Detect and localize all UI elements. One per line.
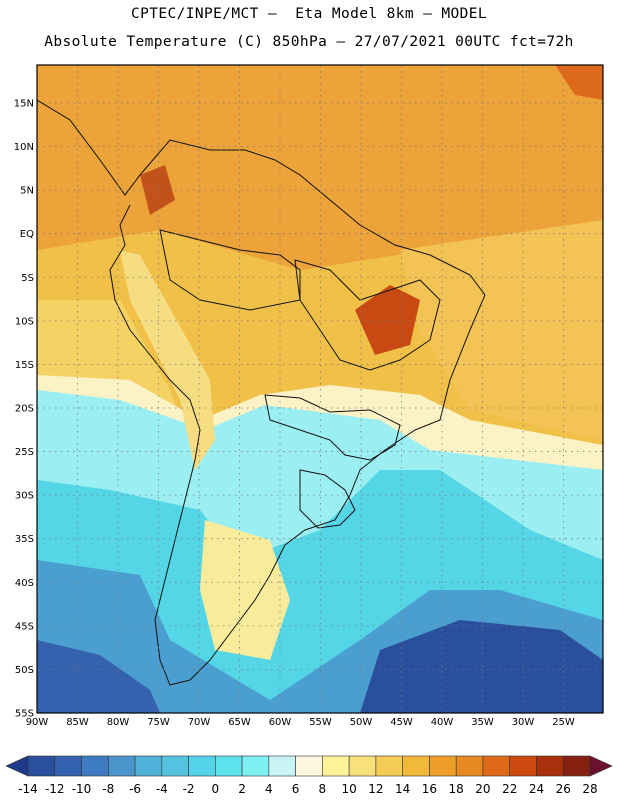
colorbar-tick-label: 20 — [475, 782, 490, 796]
colorbar-tick-label: 2 — [238, 782, 246, 796]
lat-label: 5N — [20, 186, 34, 197]
colorbar-swatch — [188, 755, 216, 777]
lat-label: 55S — [15, 708, 34, 719]
lon-label: 45W — [390, 717, 413, 728]
colorbar-swatch — [536, 755, 564, 777]
lat-label: 25S — [15, 447, 34, 458]
border-outline-1 — [264, 394, 401, 461]
atlantic-warm-zone — [400, 220, 603, 440]
colorbar-swatch — [81, 755, 109, 777]
uruguay-outline — [299, 469, 356, 529]
hot-spot-caribbean — [555, 65, 603, 100]
title-line-1: CPTEC/INPE/MCT — Eta Model 8km — MODEL — [130, 6, 488, 22]
lon-label: 35W — [471, 717, 494, 728]
lat-label: 10N — [14, 142, 34, 153]
colorbar — [5, 755, 613, 777]
argentina-warm-patch — [200, 520, 290, 660]
colorbar-swatch — [375, 755, 403, 777]
colorbar-swatch — [455, 755, 484, 777]
colorbar-tick-label: 22 — [502, 782, 517, 796]
lat-label: 10S — [15, 316, 34, 327]
colorbar-tick-label: -4 — [156, 782, 168, 796]
lon-label: 75W — [147, 717, 170, 728]
border-outline-amazon — [159, 229, 301, 311]
lon-label: 30W — [512, 717, 535, 728]
coastlines — [37, 99, 486, 686]
lon-label: 65W — [228, 717, 251, 728]
lon-label: 40W — [431, 717, 454, 728]
colorbar-swatch — [107, 755, 136, 777]
colorbar-tick-label: 6 — [292, 782, 300, 796]
cold-core-atlantic — [360, 620, 603, 713]
map-frame — [36, 64, 604, 714]
colorbar-low-arrow — [5, 755, 29, 777]
colorbar-swatch — [54, 755, 82, 777]
colorbar-tick-label: 0 — [212, 782, 220, 796]
lat-label: 35S — [15, 534, 34, 545]
lat-label: 45S — [15, 621, 34, 632]
colorbar-tick-label: -14 — [18, 782, 38, 796]
colorbar-swatch — [402, 755, 430, 777]
colorbar-tick-label: 14 — [395, 782, 410, 796]
border-outline-brazil — [294, 259, 441, 371]
title-line-2: Absolute Temperature (C) 850hPa — 27/07/… — [44, 34, 574, 50]
lon-label: 70W — [188, 717, 211, 728]
colorbar-swatch — [295, 755, 323, 777]
hot-spot-brazil — [355, 285, 420, 355]
colorbar-tick-label: 18 — [449, 782, 464, 796]
lat-label: 30S — [15, 491, 34, 502]
colorbar-swatch — [429, 755, 457, 777]
colorbar-swatch — [562, 755, 591, 777]
colorbar-swatch — [482, 755, 511, 777]
colorbar-tick-label: -10 — [72, 782, 92, 796]
colorbar-tick-label: 10 — [342, 782, 357, 796]
colorbar-swatch — [27, 755, 56, 777]
colorbar-swatch — [134, 755, 163, 777]
lat-label: 15S — [15, 360, 34, 371]
colorbar-swatch — [268, 755, 296, 777]
tropical-warm-band — [37, 65, 603, 270]
colorbar-swatch — [509, 755, 537, 777]
lat-label: 50S — [15, 665, 34, 676]
lat-label: 20S — [15, 403, 34, 414]
colorbar-swatch — [215, 755, 243, 777]
lon-label: 90W — [26, 717, 49, 728]
map-gridlines — [37, 65, 603, 713]
colorbar-tick-label: -8 — [102, 782, 114, 796]
longitude-labels: 90W 85W 80W 75W 70W 65W 60W 55W 50W 45W 40W 35W 30W 2… — [26, 717, 575, 728]
colorbar-swatch — [322, 755, 350, 777]
latitude-labels: 15N 10N 5N EQ 5S 10S 15S 20S 25S 30S 35S 40S 45S 50S 5… — [14, 99, 34, 720]
colorbar-tick-label: -2 — [183, 782, 195, 796]
lon-label: 85W — [66, 717, 89, 728]
lat-label: 15N — [14, 99, 34, 110]
lon-label: 50W — [350, 717, 373, 728]
colorbar-tick-label: -6 — [129, 782, 141, 796]
colorbar-tick-label: 12 — [368, 782, 383, 796]
lat-label: 5S — [21, 273, 34, 284]
colorbar-tick-label: 4 — [265, 782, 273, 796]
lon-label: 60W — [269, 717, 292, 728]
south-america-coastline — [37, 99, 486, 686]
colorbar-tick-label: 26 — [556, 782, 571, 796]
colorbar-tick-label: 28 — [582, 782, 597, 796]
lat-label: EQ — [20, 229, 34, 240]
lon-label: 55W — [309, 717, 332, 728]
colorbar-swatch — [241, 755, 270, 777]
cold-core-pacific — [37, 640, 160, 713]
lon-label: 25W — [552, 717, 575, 728]
colorbar-tick-label: 24 — [529, 782, 544, 796]
andes-strip — [120, 250, 215, 470]
colorbar-high-arrow — [589, 755, 613, 777]
colorbar-tick-labels: -14 -12 -10 -8 -6 -4 -2 0 2 4 6 8 10 12 14 16 18 20 22 24 26… — [18, 782, 597, 796]
lon-label: 80W — [107, 717, 130, 728]
colorbar-tick-label: 16 — [422, 782, 437, 796]
colorbar-swatch — [348, 755, 377, 777]
colorbar-tick-label: -12 — [45, 782, 65, 796]
lat-label: 40S — [15, 578, 34, 589]
colorbar-swatch — [161, 755, 189, 777]
colorbar-tick-label: 8 — [319, 782, 327, 796]
temperature-field — [37, 65, 603, 713]
